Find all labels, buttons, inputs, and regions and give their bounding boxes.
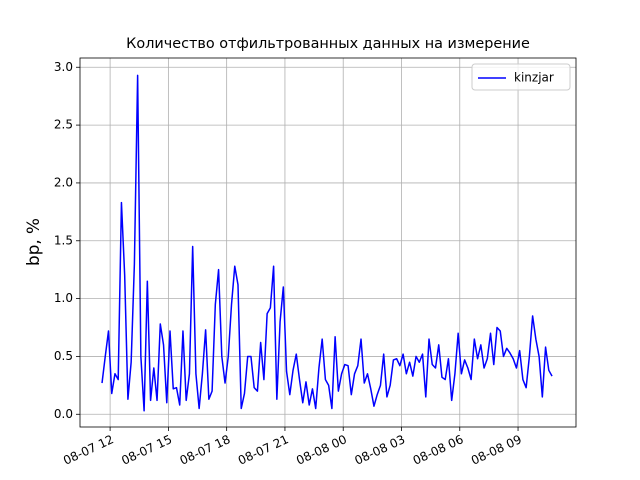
y-tick-label: 1.0 (54, 291, 73, 305)
x-tick-label: 08-07 18 (178, 432, 233, 467)
x-tick-label: 08-07 21 (236, 432, 291, 467)
axes-frame (79, 57, 577, 428)
y-tick-label: 2.0 (54, 175, 73, 189)
y-tick-label: 1.5 (54, 233, 73, 247)
y-tick-label: 3.0 (54, 60, 73, 74)
y-axis-label: bp, % (23, 218, 43, 266)
x-tick-label: 08-08 06 (411, 432, 466, 467)
chart-title: Количество отфильтрованных данных на изм… (126, 36, 530, 52)
y-tick-label: 0.0 (54, 407, 73, 421)
y-tick-label: 2.5 (54, 118, 73, 132)
line (101, 74, 553, 412)
y-tick-label: 0.5 (54, 349, 73, 363)
x-tick-label: 08-08 00 (294, 432, 349, 467)
x-tick-label: 08-07 12 (61, 432, 116, 467)
legend-label: kinzjar (514, 71, 554, 85)
x-tick-label: 08-08 09 (469, 432, 524, 467)
x-tick-label: 08-08 03 (352, 432, 407, 467)
x-tick-label: 08-07 15 (119, 432, 174, 467)
legend-box (471, 63, 571, 91)
